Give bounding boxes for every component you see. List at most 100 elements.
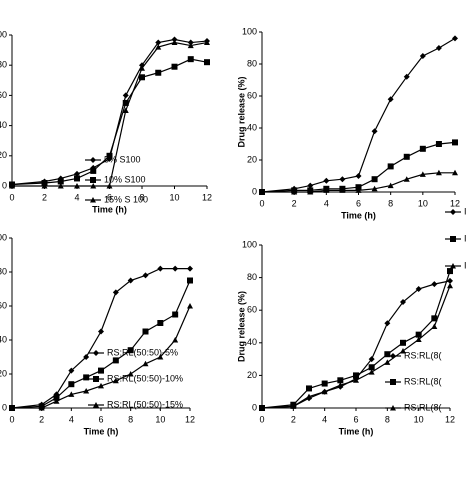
x-tick-label: 0	[259, 414, 264, 424]
data-point	[307, 182, 314, 189]
data-point	[431, 315, 438, 322]
x-tick-label: 12	[445, 414, 455, 424]
data-point	[384, 351, 391, 358]
data-point	[371, 176, 378, 183]
y-tick-label: 80	[0, 60, 7, 70]
data-point	[290, 403, 297, 409]
y-tick-label: 20	[247, 154, 257, 164]
legend-marker	[450, 263, 456, 269]
data-point	[155, 39, 162, 46]
data-point	[435, 45, 442, 51]
data-point	[41, 179, 48, 186]
data-point	[387, 163, 394, 170]
series-line	[262, 172, 455, 193]
data-point	[112, 289, 119, 296]
data-point	[204, 59, 210, 66]
data-point	[155, 69, 162, 76]
y-tick-label: 100	[242, 239, 257, 249]
data-point	[74, 175, 80, 182]
data-point	[400, 299, 406, 306]
legend-label: RS:RL(50:50)-15%	[107, 399, 183, 409]
data-point	[157, 320, 164, 326]
series-line	[12, 305, 191, 409]
data-point	[142, 360, 149, 367]
data-point	[187, 303, 193, 309]
data-point	[9, 405, 15, 411]
data-point	[142, 328, 149, 335]
data-point	[187, 56, 194, 63]
data-point	[139, 65, 145, 71]
data-point	[339, 187, 346, 193]
x-tick-label: 12	[185, 414, 195, 424]
data-point	[306, 393, 312, 400]
legend-label: 10% S100	[104, 174, 146, 184]
legend-label: RS:RL(50:50)-5%	[107, 347, 178, 357]
data-point	[419, 145, 426, 152]
legend-marker	[90, 157, 96, 163]
data-point	[403, 73, 410, 80]
data-point	[307, 189, 314, 195]
x-tick-label: 2	[292, 198, 297, 208]
x-tick-label: 6	[107, 192, 112, 202]
data-point	[112, 377, 119, 384]
legend-marker	[450, 236, 456, 242]
x-tick-label: 2	[291, 414, 296, 424]
data-point	[106, 152, 113, 159]
data-point	[447, 277, 453, 284]
y-tick-label: 60	[247, 305, 257, 315]
data-point	[127, 347, 134, 354]
legend-label: RS:RL(8(	[404, 402, 442, 412]
data-point	[122, 92, 129, 99]
legend-label: 5% S100	[104, 154, 141, 164]
x-tick-label: 0	[259, 198, 264, 208]
data-point	[400, 347, 406, 354]
data-point	[337, 377, 344, 384]
y-tick-label: 0	[252, 402, 257, 412]
legend-marker	[390, 405, 396, 411]
legend-label: I	[464, 233, 467, 243]
data-point	[155, 44, 162, 50]
data-point	[139, 74, 145, 81]
y-tick-label: 60	[0, 90, 7, 100]
data-point	[368, 369, 375, 375]
x-tick-label: 8	[139, 192, 144, 202]
x-tick-label: 2	[39, 414, 44, 424]
y-tick-label: 60	[247, 90, 257, 100]
data-point	[171, 39, 178, 46]
data-point	[187, 39, 194, 46]
data-point	[68, 367, 75, 374]
series-line	[261, 285, 451, 409]
legend-marker	[93, 350, 99, 356]
data-point	[68, 391, 75, 397]
data-point	[90, 183, 97, 189]
x-tick-label: 6	[353, 414, 358, 424]
data-point	[172, 311, 179, 318]
data-point	[371, 185, 378, 192]
series-line	[12, 41, 208, 187]
data-point	[187, 42, 194, 49]
y-tick-label: 20	[0, 150, 7, 160]
data-point	[172, 337, 179, 343]
series-line	[261, 37, 456, 193]
legend-marker	[390, 379, 396, 385]
data-point	[431, 323, 438, 329]
data-point	[171, 63, 178, 70]
data-point	[452, 139, 458, 146]
y-tick-label: 20	[0, 368, 7, 378]
x-tick-label: 0	[9, 414, 14, 424]
y-tick-label: 40	[247, 337, 257, 347]
y-axis-label: Drug release (%)	[236, 76, 246, 147]
data-point	[83, 354, 90, 360]
data-point	[403, 153, 410, 160]
data-point	[106, 183, 113, 189]
data-point	[127, 371, 134, 377]
x-tick-label: 10	[418, 198, 428, 208]
x-tick-label: 4	[322, 414, 327, 424]
data-point	[435, 141, 442, 147]
y-tick-label: 20	[247, 370, 257, 380]
data-point	[187, 265, 193, 272]
data-point	[431, 281, 438, 288]
y-tick-label: 80	[0, 266, 7, 276]
legend-label: 15% S 100	[104, 194, 148, 204]
